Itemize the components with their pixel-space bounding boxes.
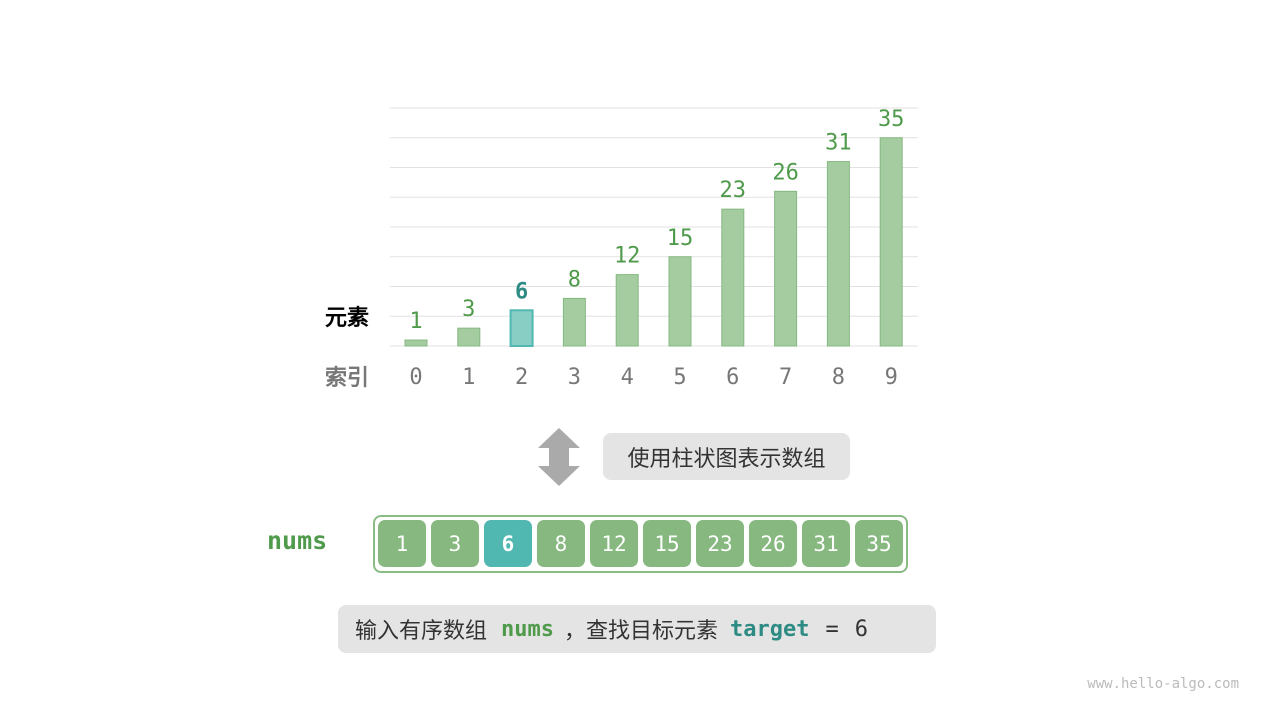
bar — [509, 309, 534, 347]
bar-value-label: 8 — [568, 267, 581, 292]
prompt-var-target: target — [730, 616, 810, 642]
index-row-label: 索引 — [325, 366, 370, 391]
index-tick-label: 8 — [832, 365, 845, 390]
index-tick-label: 2 — [515, 365, 528, 390]
array-container — [373, 515, 908, 573]
bar — [615, 274, 639, 347]
bar-value-label: 23 — [720, 178, 747, 203]
bar-value-label: 12 — [614, 244, 641, 269]
index-tick-label: 9 — [885, 365, 898, 390]
bar-value-label: 6 — [515, 279, 528, 304]
index-tick-label: 6 — [726, 365, 739, 390]
prompt-value: 6 — [854, 616, 868, 642]
bar-value-label: 26 — [772, 160, 799, 185]
bar — [879, 137, 903, 347]
prompt-text-2: ，查找目标元素 — [564, 619, 719, 644]
array-cell: 35 — [855, 520, 903, 567]
elements-row-label: 元素 — [325, 306, 370, 331]
bar-value-label: 31 — [825, 131, 852, 156]
index-tick-label: 3 — [568, 365, 581, 390]
bar — [721, 208, 745, 347]
array-cell: 6 — [484, 520, 532, 567]
array-cell: 12 — [590, 520, 638, 567]
array-cell: 26 — [749, 520, 797, 567]
index-tick-label: 1 — [462, 365, 475, 390]
array-cell: 8 — [537, 520, 585, 567]
array-name: nums — [267, 526, 328, 555]
index-tick-label: 4 — [621, 365, 634, 390]
array-cell: 3 — [431, 520, 479, 567]
bar — [404, 339, 428, 347]
bar-value-label: 35 — [878, 107, 905, 132]
bar — [826, 161, 850, 347]
index-tick-label: 0 — [409, 365, 422, 390]
prompt-text-1: 输入有序数组 — [355, 619, 488, 644]
prompt-var-nums: nums — [501, 616, 554, 642]
prompt-box: 输入有序数组 nums ，查找目标元素 target = 6 — [338, 605, 936, 653]
index-tick-label: 5 — [673, 365, 686, 390]
bar — [774, 190, 798, 347]
bar-value-label: 15 — [667, 226, 694, 251]
footer-url: www.hello-algo.com — [1087, 676, 1239, 692]
index-tick-label: 7 — [779, 365, 792, 390]
bar-value-label: 1 — [409, 309, 422, 334]
array-cell: 31 — [802, 520, 850, 567]
bar — [668, 256, 692, 347]
array-cell: 23 — [696, 520, 744, 567]
double-vertical-arrow-icon — [538, 428, 580, 486]
bar — [562, 297, 586, 347]
bar-value-label: 3 — [462, 297, 475, 322]
caption: 使用柱状图表示数组 — [603, 433, 850, 480]
prompt-equals: = — [825, 616, 839, 642]
array-cell: 15 — [643, 520, 691, 567]
array-cell: 1 — [378, 520, 426, 567]
bar — [457, 327, 481, 347]
